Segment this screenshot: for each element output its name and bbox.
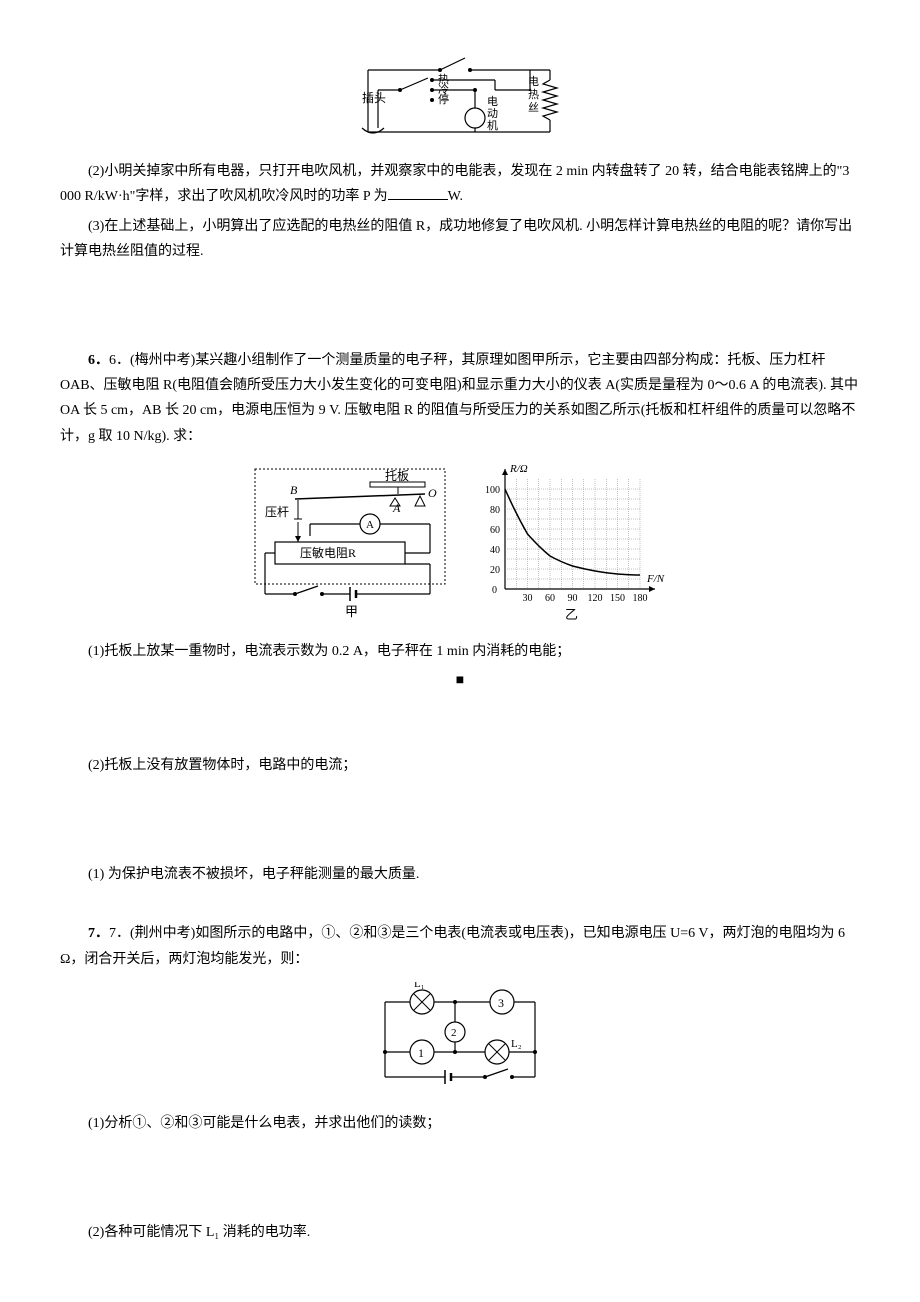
R-label: 压敏电阻R — [300, 545, 356, 560]
q5-circuit-figure: 插头 热 冷 停 电 动 机 — [60, 40, 860, 149]
q7-part1: (1)分析①、②和③可能是什么电表，并求出他们的读数； — [60, 1111, 860, 1136]
svg-text:60: 60 — [545, 593, 555, 604]
motor-label2: 动 — [487, 107, 498, 120]
svg-text:30: 30 — [523, 593, 533, 604]
q6-circuit-svg: 托板 B O A 压杆 A 压敏电阻R — [250, 464, 450, 624]
svg-text:40: 40 — [490, 545, 500, 556]
meter1-label: 1 — [418, 1046, 424, 1060]
svg-text:60: 60 — [490, 525, 500, 536]
meter2-label: 2 — [451, 1027, 457, 1039]
q6-part2: (2)托板上没有放置物体时，电路中的电流； — [60, 753, 860, 778]
q6-part1: (1)托板上放某一重物时，电流表示数为 0.2 A，电子秤在 1 min 内消耗… — [60, 639, 860, 664]
yi-label: 乙 — [565, 607, 578, 622]
q5-part2-text-b: W. — [448, 189, 463, 204]
lever-label: 压杆 — [265, 505, 289, 519]
q7-circuit-svg: L₁ 3 2 1 L₂ — [370, 982, 550, 1092]
svg-text:80: 80 — [490, 505, 500, 516]
B-label: B — [290, 483, 298, 497]
q6-part3: (1) 为保护电流表不被损坏，电子秤能测量的最大质量. — [60, 862, 860, 887]
xlabel: F/N — [646, 573, 665, 585]
q7-circuit-figure: L₁ 3 2 1 L₂ — [60, 982, 860, 1101]
heater-label3: 丝 — [528, 101, 539, 114]
L1-label: L₁ — [414, 982, 425, 990]
q6-figures: 托板 B O A 压杆 A 压敏电阻R — [60, 459, 860, 629]
q7-heading: 7．7．(荆州中考)如图所示的电路中，①、②和③是三个电表(电流表或电压表)，已… — [60, 921, 860, 971]
q6-heading-text: 6．(梅州中考)某兴趣小组制作了一个测量质量的电子秤，其原理如图甲所示，它主要由… — [60, 353, 858, 444]
svg-text:100: 100 — [485, 485, 500, 496]
L2-label: L₂ — [511, 1038, 522, 1050]
motor-label1: 电 — [487, 95, 498, 108]
svg-text:20: 20 — [490, 565, 500, 576]
plug-label: 插头 — [362, 91, 386, 105]
board-label: 托板 — [385, 469, 409, 483]
ylabel: R/Ω — [509, 463, 528, 475]
meter3-label: 3 — [498, 996, 504, 1010]
svg-text:180: 180 — [633, 593, 648, 604]
A-label: A — [392, 501, 401, 515]
svg-text:90: 90 — [568, 593, 578, 604]
motor-label3: 机 — [487, 118, 498, 132]
svg-text:120: 120 — [588, 593, 603, 604]
svg-text:150: 150 — [610, 593, 625, 604]
svg-text:A: A — [366, 519, 374, 531]
q7-part2: (2)各种可能情况下 L₁ 消耗的电功率. — [60, 1220, 860, 1245]
q5-circuit-svg: 插头 热 冷 停 电 动 机 — [350, 40, 570, 140]
q5-blank — [388, 186, 448, 200]
heater-label2: 热 — [528, 88, 539, 101]
svg-text:0: 0 — [492, 585, 497, 596]
stop-label: 停 — [438, 92, 449, 106]
page-marker: ■ — [60, 668, 860, 693]
q7-heading-text: 7．(荆州中考)如图所示的电路中，①、②和③是三个电表(电流表或电压表)，已知电… — [60, 926, 845, 966]
q5-part3: (3)在上述基础上，小明算出了应选配的电热丝的阻值 R，成功地修复了电吹风机. … — [60, 214, 860, 264]
q5-part2: (2)小明关掉家中所有电器，只打开电吹风机，并观察家中的电能表，发现在 2 mi… — [60, 159, 860, 209]
heater-label1: 电 — [528, 75, 539, 88]
q6-chart-svg: R/Ω F/N — [470, 459, 670, 629]
O-label: O — [428, 486, 437, 500]
jia-label: 甲 — [345, 604, 358, 619]
q6-heading: 6．6．(梅州中考)某兴趣小组制作了一个测量质量的电子秤，其原理如图甲所示，它主… — [60, 348, 860, 449]
